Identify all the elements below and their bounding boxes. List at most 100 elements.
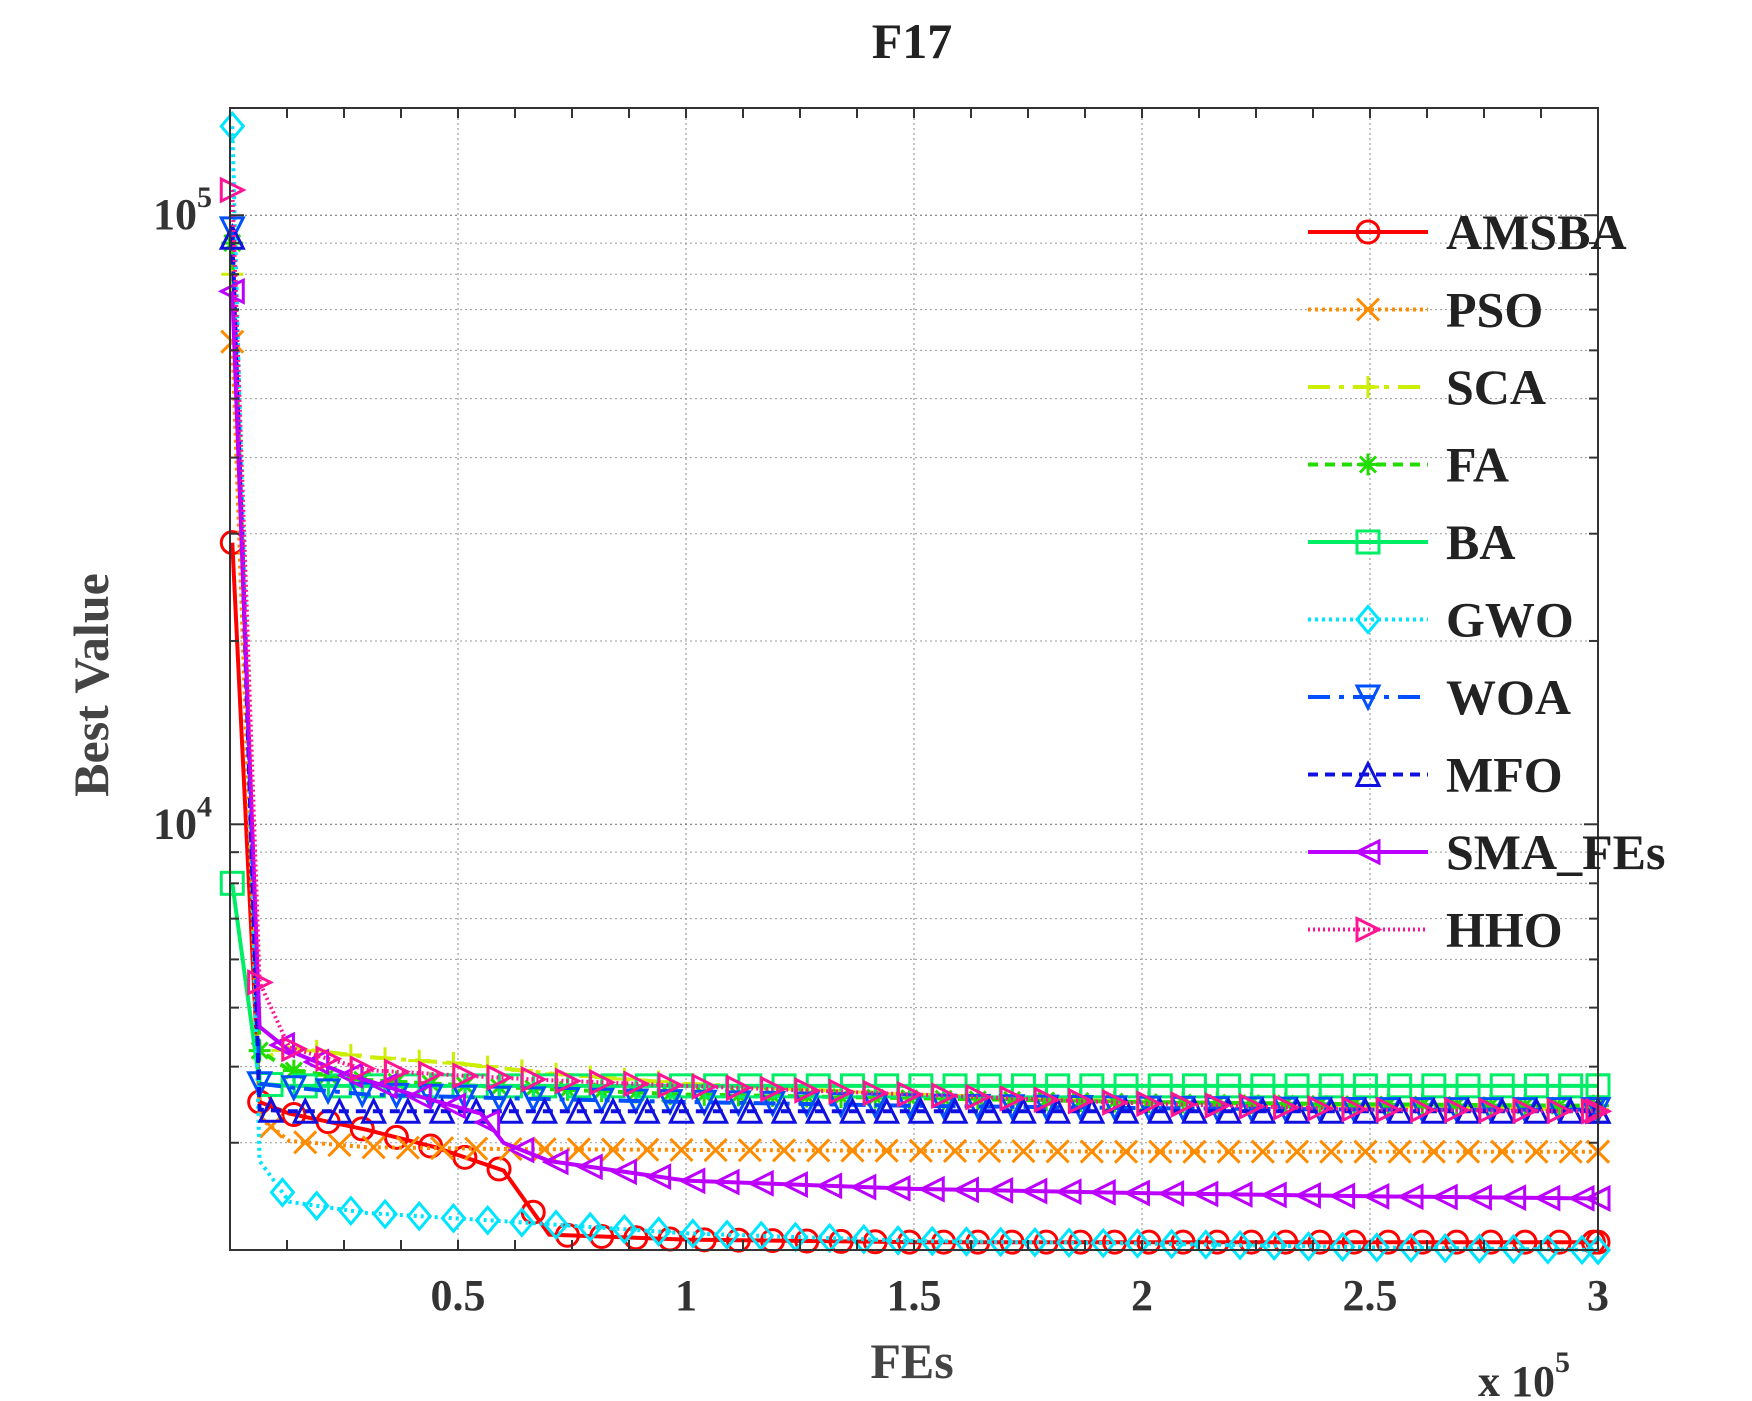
data-point — [452, 1062, 480, 1090]
data-point — [737, 1138, 762, 1163]
data-point — [1430, 1183, 1458, 1211]
data-point — [896, 1093, 923, 1121]
x-tick-label: 2.5 — [1343, 1271, 1398, 1320]
data-point — [280, 1075, 308, 1103]
legend-item: BA — [1308, 514, 1515, 570]
data-point — [986, 1177, 1014, 1204]
data-point — [269, 1177, 296, 1208]
ticks-layer: 0.5 1 1.5 2 2.5 3 104 105 — [153, 108, 1609, 1320]
data-point — [1375, 1096, 1403, 1124]
data-point — [372, 1198, 399, 1230]
data-point — [1102, 1088, 1129, 1116]
data-point — [247, 968, 274, 996]
data-point — [793, 1091, 821, 1119]
data-point — [932, 1087, 955, 1110]
data-point — [383, 1058, 411, 1086]
data-point — [600, 1137, 626, 1162]
data-point — [1294, 1182, 1321, 1209]
data-point — [1067, 1087, 1095, 1115]
x-axis-label: FEs — [870, 1333, 953, 1389]
legend-item: SMA_FEs — [1308, 824, 1665, 880]
legend-marker — [1357, 453, 1379, 476]
y-tick-label: 105 — [153, 181, 212, 239]
data-point — [219, 176, 247, 204]
data-point — [635, 1137, 660, 1162]
data-point — [1090, 1227, 1117, 1259]
data-point — [429, 1136, 455, 1161]
data-point — [497, 1096, 524, 1124]
legend-marker — [1355, 529, 1381, 555]
data-point — [806, 1138, 831, 1163]
data-point — [1465, 1183, 1492, 1211]
data-point — [975, 1096, 1003, 1124]
y-tick-label: 104 — [153, 790, 212, 848]
data-point — [1362, 1182, 1390, 1210]
data-point — [702, 1096, 730, 1124]
data-point — [1409, 1096, 1437, 1124]
data-point — [1329, 1231, 1356, 1263]
data-point — [1112, 1096, 1140, 1124]
data-point — [554, 1067, 582, 1095]
data-point — [565, 1096, 593, 1124]
legend-marker — [1355, 297, 1381, 322]
legend-marker — [1354, 684, 1382, 712]
data-point — [1113, 1139, 1139, 1164]
data-point — [418, 1060, 445, 1088]
data-point — [1396, 1183, 1424, 1211]
data-point — [1215, 1096, 1243, 1124]
data-point — [452, 1144, 478, 1170]
data-point — [1240, 1092, 1263, 1115]
legend-label: SCA — [1446, 359, 1546, 415]
data-point — [1409, 1229, 1435, 1255]
data-point — [218, 216, 246, 244]
data-point — [1238, 1229, 1264, 1255]
data-point — [610, 1158, 637, 1186]
legend-label: MFO — [1446, 747, 1563, 803]
data-point — [218, 222, 246, 250]
data-point — [507, 1136, 535, 1164]
legend-item: PSO — [1308, 282, 1543, 338]
x-axis-multiplier: x 105 — [1478, 1346, 1570, 1401]
data-point — [1558, 1139, 1583, 1164]
data-point — [1170, 1091, 1198, 1119]
legend-label: AMSBA — [1446, 204, 1627, 260]
data-point — [953, 1226, 980, 1257]
data-point — [919, 1225, 946, 1257]
legend-item: HHO — [1308, 902, 1563, 958]
legend-label: PSO — [1446, 282, 1543, 338]
data-point — [703, 1137, 728, 1163]
data-point — [828, 1078, 856, 1106]
data-point — [1585, 1234, 1611, 1266]
data-point — [349, 1116, 375, 1142]
data-point — [828, 1228, 854, 1254]
data-point — [1216, 1139, 1241, 1164]
legend-label: HHO — [1446, 902, 1563, 958]
data-point — [1204, 1092, 1232, 1119]
data-point — [1444, 1096, 1471, 1124]
data-point — [1455, 1139, 1481, 1164]
data-point — [952, 1176, 979, 1204]
data-point — [1444, 1229, 1470, 1255]
legend-item: FA — [1308, 437, 1509, 493]
data-point — [611, 1213, 638, 1245]
legend-marker — [1354, 760, 1382, 787]
data-point — [1227, 1229, 1254, 1261]
data-point — [1319, 1139, 1344, 1164]
data-point — [1079, 1139, 1104, 1164]
data-point — [486, 1064, 514, 1091]
data-point — [404, 1083, 432, 1110]
data-point — [908, 1138, 933, 1163]
legend-label: SMA_FEs — [1446, 824, 1665, 880]
data-point — [1146, 1096, 1174, 1124]
data-point — [1225, 1181, 1253, 1208]
data-point — [623, 1225, 649, 1251]
data-point — [1103, 1090, 1126, 1113]
data-point — [1512, 1097, 1540, 1125]
legend-label: WOA — [1446, 669, 1571, 725]
legend-label: BA — [1446, 514, 1515, 570]
data-point — [314, 1078, 342, 1106]
data-point — [1567, 1184, 1595, 1212]
data-point — [474, 1204, 501, 1236]
data-point — [999, 1084, 1027, 1112]
data-point — [1136, 1090, 1164, 1118]
